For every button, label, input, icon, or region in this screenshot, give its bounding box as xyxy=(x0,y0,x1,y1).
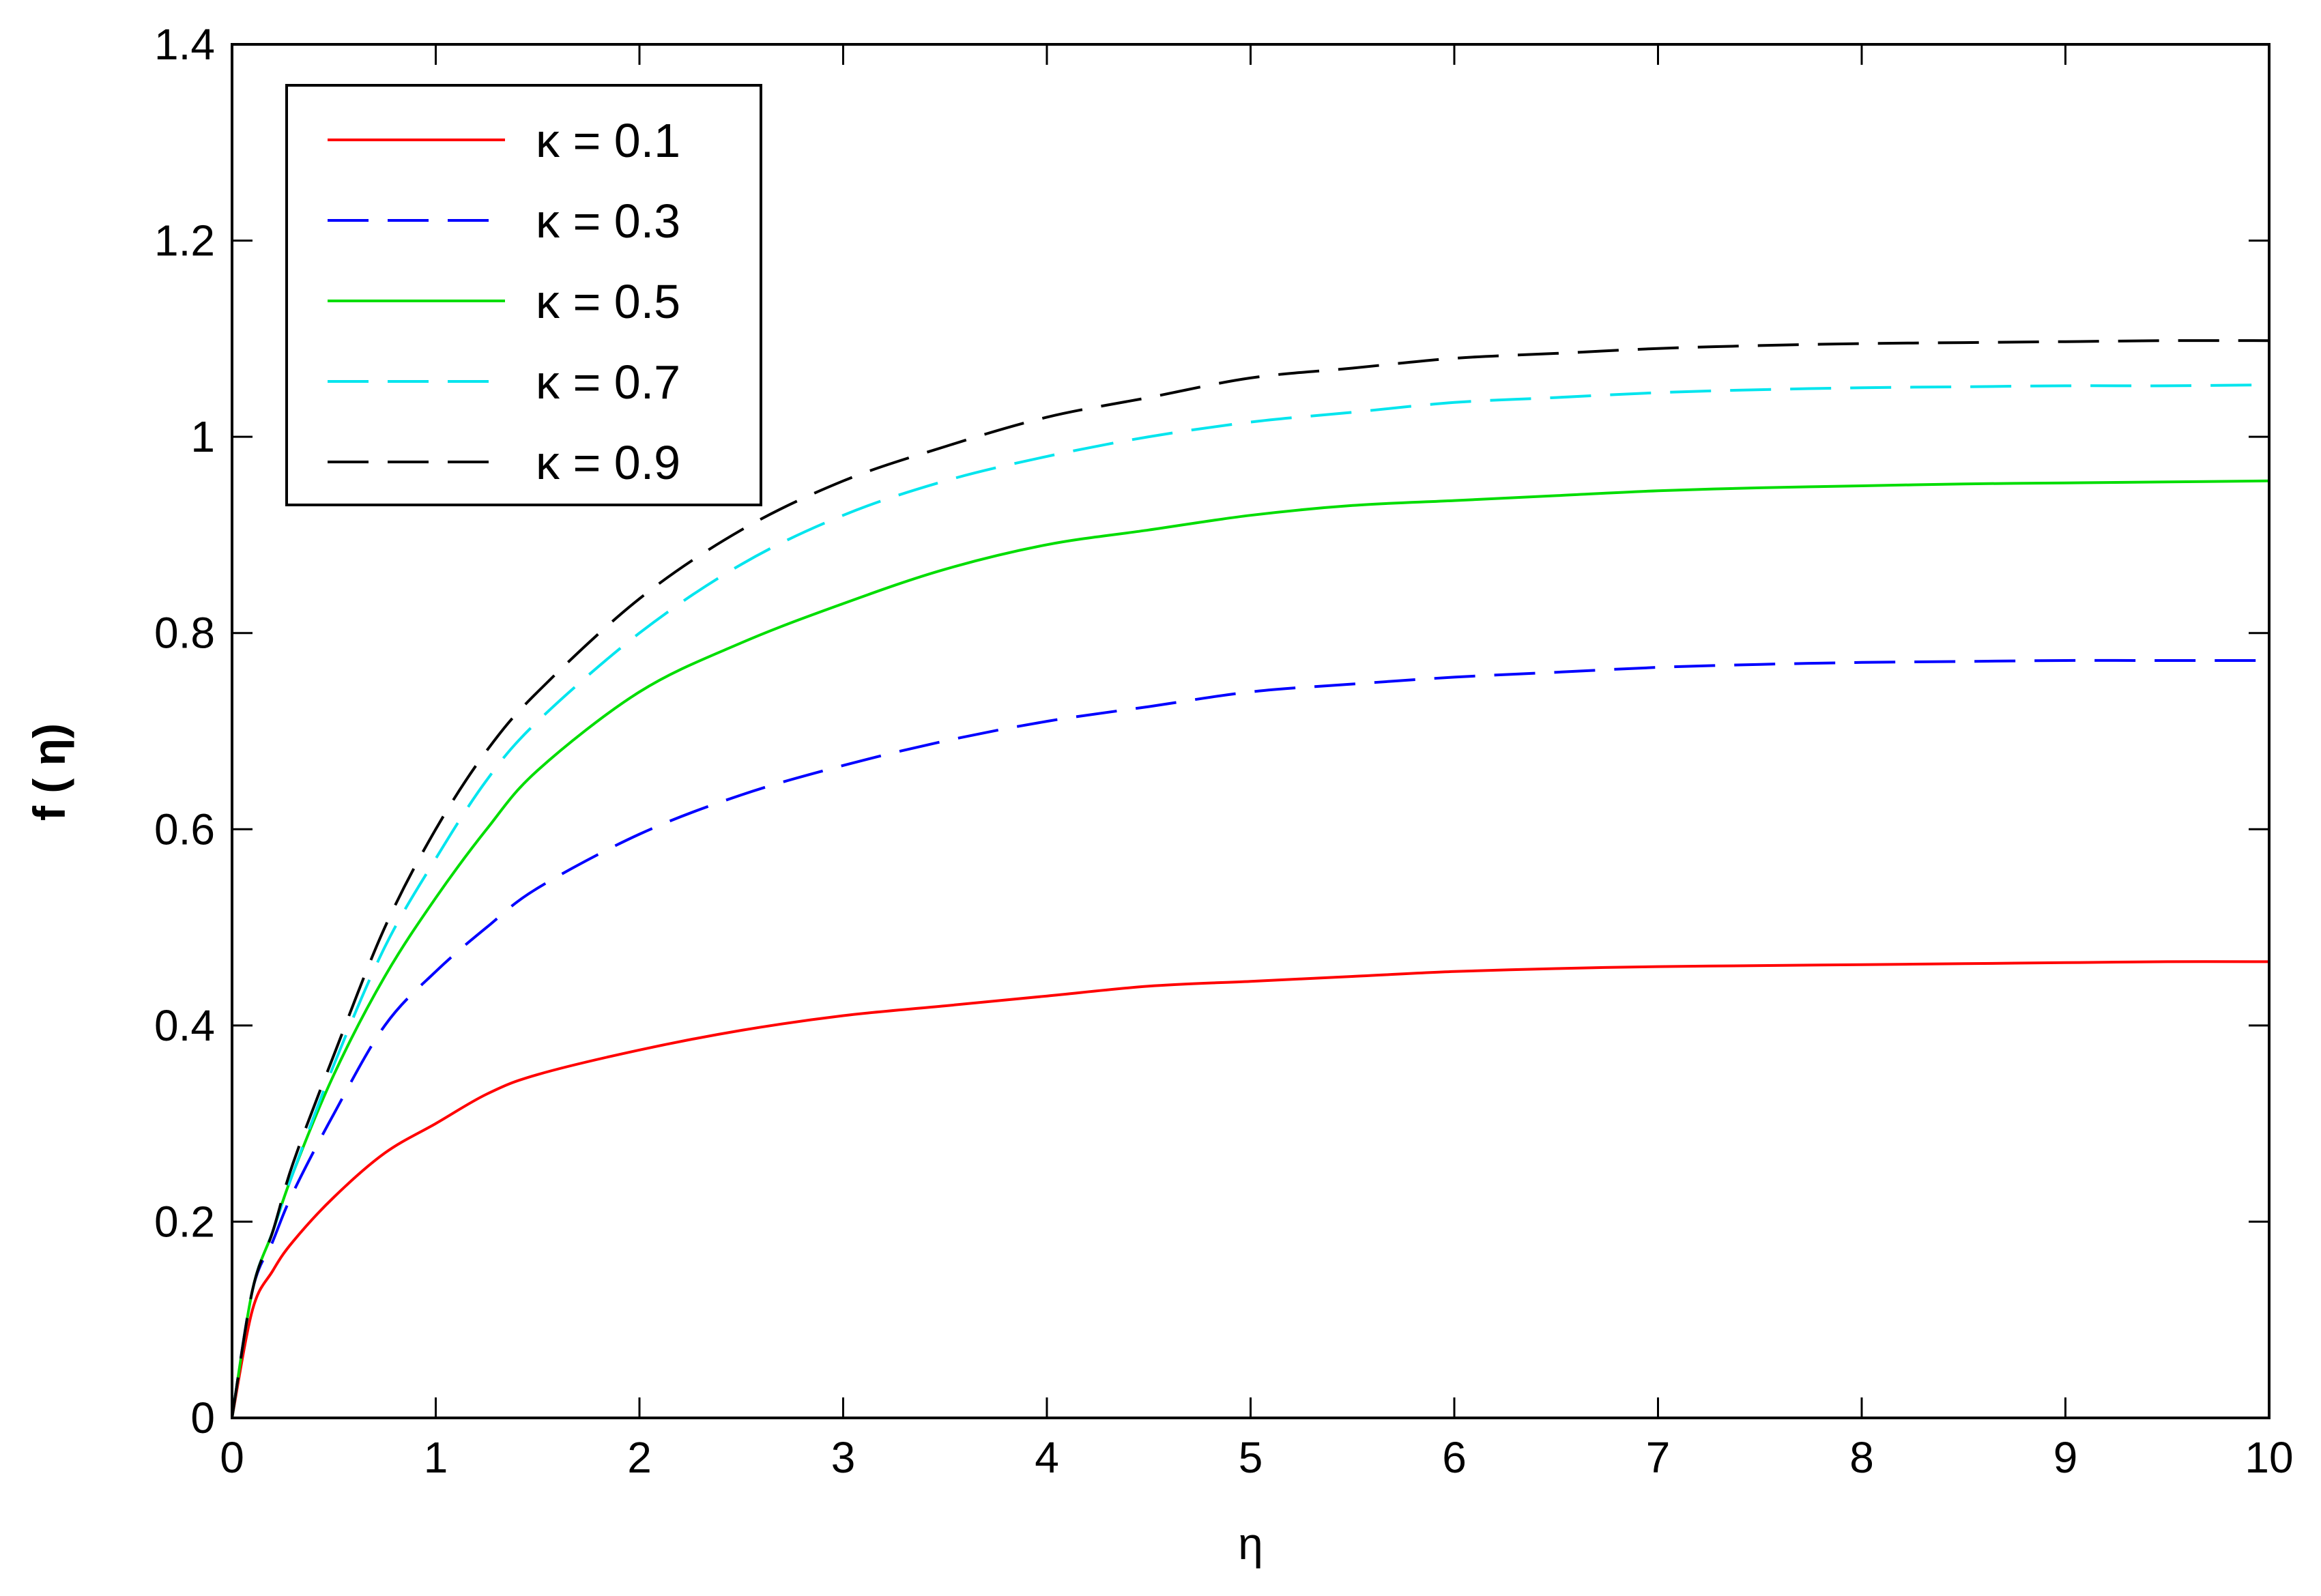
x-tick-label: 0 xyxy=(220,1433,244,1482)
plot-frame xyxy=(231,43,2270,1419)
series-layer xyxy=(231,339,2270,1419)
legend-box xyxy=(285,84,762,506)
x-tick-label: 8 xyxy=(1849,1433,1874,1482)
series-line-4 xyxy=(231,339,2270,1419)
x-tick-label: 3 xyxy=(831,1433,856,1482)
y-tick-label: 0.6 xyxy=(154,804,215,854)
x-axis-label: η xyxy=(1238,1518,1263,1569)
legend-label-3: κ = 0.7 xyxy=(536,356,680,409)
series-line-0 xyxy=(231,960,2270,1419)
ticks-layer: 0 1 2 3 4 5 6 7 8 9 10 0 0.2 0.4 0.6 0.8 1 1.2 1.4 xyxy=(154,20,2294,1482)
y-tick-label: 0 xyxy=(190,1393,215,1442)
x-tick-label: 1 xyxy=(424,1433,448,1482)
legend-label-4: κ = 0.9 xyxy=(536,436,680,489)
x-tick-label: 9 xyxy=(2053,1433,2078,1482)
x-tick-label: 6 xyxy=(1442,1433,1467,1482)
x-tick-label: 5 xyxy=(1239,1433,1263,1482)
y-tick-label: 0.8 xyxy=(154,609,215,658)
y-tick-label: 0.4 xyxy=(154,1001,215,1050)
legend-label-1: κ = 0.3 xyxy=(536,194,680,248)
x-tick-label: 7 xyxy=(1646,1433,1671,1482)
x-tick-label: 10 xyxy=(2245,1433,2293,1482)
y-axis-label: f ( η) xyxy=(24,723,74,821)
series-line-2 xyxy=(231,479,2270,1419)
y-tick-label: 1.2 xyxy=(154,216,215,265)
y-tick-label: 1 xyxy=(190,412,215,461)
series-line-3 xyxy=(231,383,2270,1419)
legend: κ = 0.1 κ = 0.3 κ = 0.5 κ = 0.7 κ = 0.9 xyxy=(285,84,762,506)
x-tick-label: 2 xyxy=(627,1433,652,1482)
legend-label-0: κ = 0.1 xyxy=(536,114,680,167)
series-line-1 xyxy=(231,658,2269,1419)
legend-label-2: κ = 0.5 xyxy=(536,275,680,328)
y-tick-label: 1.4 xyxy=(154,20,215,69)
y-tick-label: 0.2 xyxy=(154,1197,215,1246)
x-tick-label: 4 xyxy=(1035,1433,1059,1482)
